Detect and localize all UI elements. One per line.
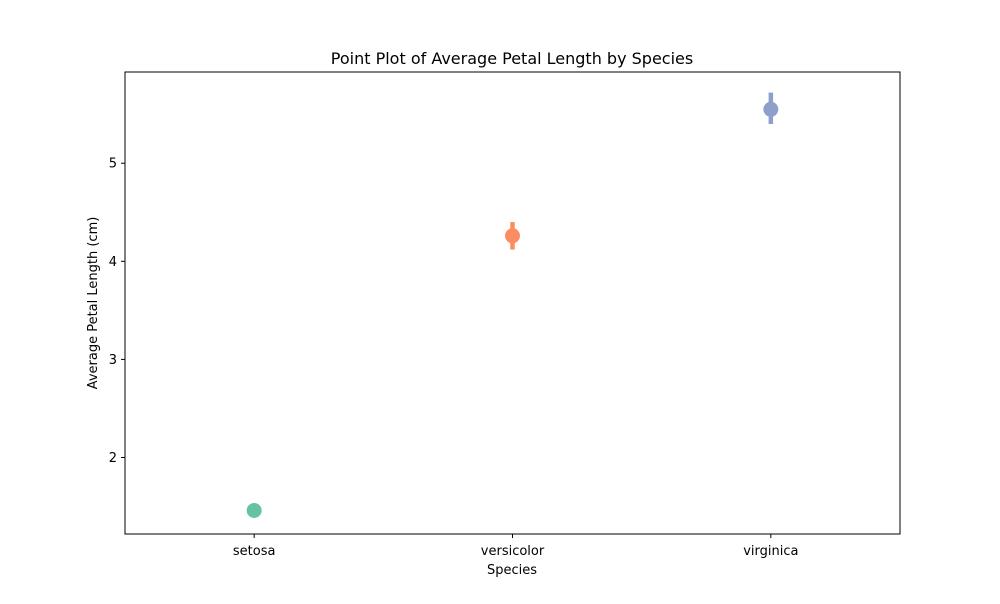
x-tick-label: setosa <box>233 544 276 559</box>
y-tick-label: 2 <box>109 451 117 466</box>
y-axis-label: Average Petal Length (cm) <box>86 217 101 390</box>
data-point <box>505 228 520 244</box>
data-marks <box>246 92 779 518</box>
data-point <box>246 502 262 518</box>
x-axis: setosa versicolor virginica <box>233 534 798 559</box>
y-tick-label: 4 <box>109 255 117 270</box>
y-tick-label: 5 <box>109 157 117 172</box>
x-tick-label: virginica <box>743 544 798 559</box>
chart-title: Point Plot of Average Petal Length by Sp… <box>331 49 693 68</box>
y-tick-label: 3 <box>109 353 117 368</box>
y-axis: 2 3 4 5 <box>109 157 125 466</box>
x-tick-label: versicolor <box>481 544 545 559</box>
plot-area-frame <box>124 71 901 535</box>
data-point <box>763 101 779 117</box>
x-axis-label: Species <box>487 563 537 578</box>
